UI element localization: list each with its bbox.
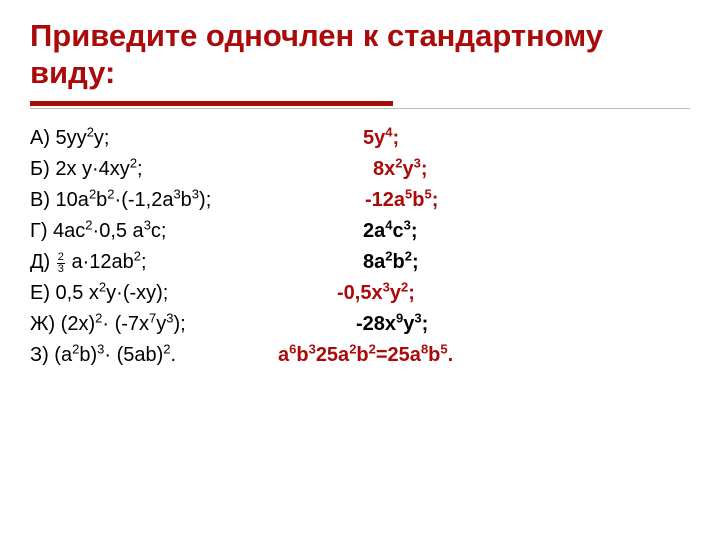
answer-text: -28x9y3; xyxy=(356,309,428,340)
answer-text: 8x2y3; xyxy=(373,154,428,185)
problem-text: Д) 23 a·12ab2; xyxy=(30,247,147,278)
title-underline xyxy=(30,101,690,109)
problem-text: З) (a2b)3· (5ab)2. xyxy=(30,340,176,371)
list-item: Ж) (2x)2· (-7x7y3); -28x9y3; xyxy=(30,309,690,340)
title-underline-gray xyxy=(30,108,690,109)
answer-text: -0,5x3y2; xyxy=(337,278,415,309)
list-item: Е) 0,5 x2y·(-xy); -0,5x3y2; xyxy=(30,278,690,309)
answer-text: a6b325a2b2=25a8b5. xyxy=(278,340,453,371)
slide: Приведите одночлен к стандартному виду: … xyxy=(0,0,720,540)
list-item: З) (a2b)3· (5ab)2. a6b325a2b2=25a8b5. xyxy=(30,340,690,371)
answer-text: 2a4c3; xyxy=(363,216,418,247)
answer-text: -12a5b5; xyxy=(365,185,438,216)
problem-text: А) 5yy2y; xyxy=(30,123,109,154)
problem-text: В) 10a2b2·(-1,2a3b3); xyxy=(30,185,211,216)
answer-text: 5y4; xyxy=(363,123,399,154)
list-item: В) 10a2b2·(-1,2a3b3); -12a5b5; xyxy=(30,185,690,216)
problem-text: Е) 0,5 x2y·(-xy); xyxy=(30,278,168,309)
problem-text: Ж) (2x)2· (-7x7y3); xyxy=(30,309,186,340)
list-item: Г) 4ac2·0,5 a3c; 2a4c3; xyxy=(30,216,690,247)
items-list: А) 5yy2y;5y4;Б) 2x y·4xy2;8x2y3;В) 10a2b… xyxy=(30,123,690,371)
list-item: Б) 2x y·4xy2; 8x2y3; xyxy=(30,154,690,185)
slide-title: Приведите одночлен к стандартному виду: xyxy=(30,18,690,91)
problem-text: Г) 4ac2·0,5 a3c; xyxy=(30,216,166,247)
title-underline-red xyxy=(30,101,393,106)
problem-text: Б) 2x y·4xy2; xyxy=(30,154,143,185)
list-item: А) 5yy2y; 5y4; xyxy=(30,123,690,154)
list-item: Д) 23 a·12ab2; 8a2b2; xyxy=(30,247,690,278)
answer-text: 8a2b2; xyxy=(363,247,419,278)
